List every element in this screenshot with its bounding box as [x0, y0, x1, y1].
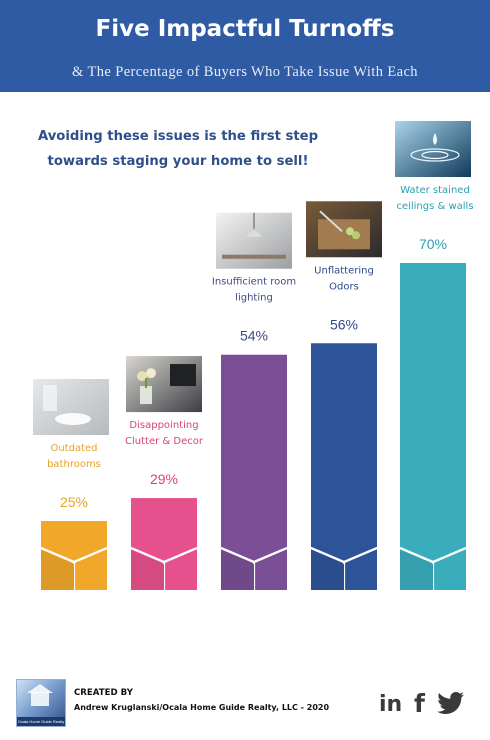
- mirror-shape: [43, 385, 57, 411]
- bar-facet-1: [41, 550, 74, 590]
- herb-2: [352, 231, 360, 240]
- realty-logo: Ocala Home Guide Realty: [16, 679, 66, 727]
- bar-chevron-top-5: [399, 546, 467, 564]
- logo-roof-shape: [27, 684, 53, 693]
- bathroom-photo: [33, 379, 109, 435]
- bar-5: [399, 263, 467, 590]
- vase-shape: [140, 386, 152, 405]
- pendant-lamp-photo: [216, 212, 292, 269]
- tagline: Avoiding these issues is the first step …: [18, 124, 338, 174]
- category-label-3-line-2: lighting: [235, 293, 273, 304]
- data-label-1: 25%: [60, 494, 88, 510]
- data-label-5: 70%: [419, 236, 447, 252]
- page-title: Five Impactful Turnoffs: [95, 16, 395, 42]
- bar-body-4: [311, 343, 377, 590]
- bar-facet-3: [221, 550, 254, 590]
- bar-facet-4: [311, 550, 344, 590]
- tulips-decor-photo: [126, 356, 202, 413]
- bar-chevron-top-3: [220, 546, 288, 564]
- category-label-1-line-1: Outdated: [50, 443, 97, 454]
- tulip-1: [137, 371, 147, 382]
- cutting-board-photo: [306, 201, 382, 258]
- bar-chevron-top-1: [40, 546, 108, 564]
- bar-chevron-top-2: [130, 546, 198, 564]
- logo-house-shape: [31, 692, 49, 706]
- bar-2: [130, 498, 198, 590]
- cutting-board-shape: [318, 219, 370, 250]
- credit-label: CREATED BY: [74, 688, 133, 698]
- bar-4: [310, 343, 378, 590]
- lamp-shade: [246, 230, 262, 237]
- ripple-2: [421, 150, 449, 160]
- data-label-3: 54%: [240, 328, 268, 344]
- bar-body-3: [221, 354, 287, 590]
- category-label-1-line-2: bathrooms: [47, 459, 101, 470]
- category-label-2-line-2: Clutter & Decor: [125, 436, 204, 447]
- tagline-line-2: towards staging your home to sell!: [47, 154, 309, 169]
- credit-text: Andrew Kruglanski/Ocala Home Guide Realt…: [74, 703, 330, 712]
- data-label-2: 29%: [150, 471, 178, 487]
- bars-layer: [40, 263, 467, 590]
- category-label-4-line-2: Odors: [329, 281, 359, 292]
- bar-3: [220, 354, 288, 590]
- twitter-icon[interactable]: [436, 690, 466, 716]
- bar-body-5: [400, 263, 466, 590]
- bar-1: [40, 521, 108, 590]
- photos-layer: [33, 121, 471, 435]
- bar-facet-5: [400, 550, 433, 590]
- category-label-2-line-1: Disappointing: [129, 420, 198, 431]
- category-label-4-line-1: Unflattering: [314, 265, 374, 276]
- bar-chevron-top-4: [310, 546, 378, 564]
- linkedin-icon[interactable]: in: [378, 690, 406, 716]
- water-drop-shape: [433, 133, 437, 145]
- category-label-3-line-1: Insufficient room: [212, 277, 296, 288]
- tv-shape: [170, 364, 196, 387]
- knife-shape: [319, 210, 343, 233]
- water-drop-photo: [395, 121, 471, 177]
- header-banner: Five Impactful Turnoffs & The Percentage…: [0, 0, 490, 92]
- table-shape: [222, 254, 286, 259]
- category-label-5-line-2: ceilings & walls: [396, 201, 473, 212]
- data-label-4: 56%: [330, 316, 358, 332]
- sink-shape: [55, 413, 91, 425]
- tulip-2: [146, 368, 156, 379]
- category-label-5-line-1: Water stained: [400, 185, 470, 196]
- facebook-icon[interactable]: f: [412, 690, 430, 716]
- labels-layer: 25% Outdated bathrooms 29% Disappointing Clut…: [47, 185, 473, 510]
- linkedin-icon-text: in: [379, 692, 402, 716]
- bar-chart: 25% Outdated bathrooms 29% Disappointing Clut…: [33, 121, 474, 590]
- tagline-line-1: Avoiding these issues is the first step: [37, 129, 319, 144]
- herb-1: [346, 227, 354, 236]
- page-subtitle: & The Percentage of Buyers Who Take Issu…: [72, 64, 418, 80]
- facebook-icon-text: f: [414, 690, 426, 716]
- bar-facet-2: [131, 550, 164, 590]
- ripple-1: [410, 148, 460, 162]
- logo-text: Ocala Home Guide Realty: [17, 717, 65, 726]
